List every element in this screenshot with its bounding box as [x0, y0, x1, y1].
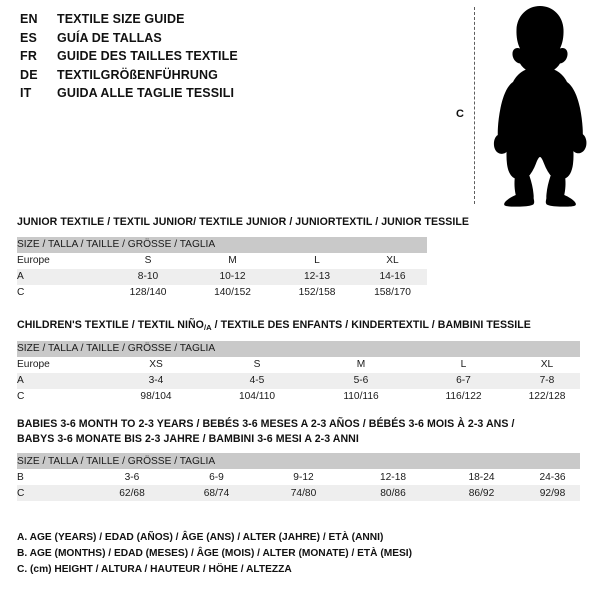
language-row: EN TEXTILE SIZE GUIDE: [20, 12, 420, 31]
row-label: A: [17, 372, 107, 389]
language-title-en: TEXTILE SIZE GUIDE: [57, 12, 185, 26]
section-babies-textile: BABIES 3-6 MONTH TO 2-3 YEARS / BEBÉS 3-…: [17, 417, 580, 501]
table-row: B 3-6 6-9 9-12 12-18 18-24 24-36: [17, 469, 580, 485]
legend-line-c: C. (cm) HEIGHT / ALTURA / HAUTEUR / HÖHE…: [17, 564, 292, 575]
language-code-de: DE: [20, 67, 38, 82]
table-cell: 18-24: [438, 469, 525, 485]
children-size-table: SIZE / TALLA / TAILLE / GRÖSSE / TAGLIA …: [17, 340, 580, 405]
language-row: ES GUÍA DE TALLAS: [20, 31, 420, 50]
section-title-children-pre: CHILDREN'S TEXTILE / TEXTIL NIÑO: [17, 319, 204, 331]
junior-size-table: SIZE / TALLA / TAILLE / GRÖSSE / TAGLIA …: [17, 236, 427, 301]
table-cell: 3-4: [107, 372, 205, 389]
language-title-it: GUIDA ALLE TAGLIE TESSILI: [57, 86, 235, 100]
table-cell: XS: [107, 356, 205, 373]
table-row: C 98/104 104/110 110/116 116/122 122/128: [17, 388, 580, 405]
table-cell: 122/128: [514, 388, 580, 405]
language-code-fr: FR: [20, 49, 38, 63]
table-cell: 12-13: [276, 268, 358, 285]
table-row: C 62/68 68/74 74/80 80/86 86/92 92/98: [17, 485, 580, 501]
section-junior-textile: JUNIOR TEXTILE / TEXTIL JUNIOR/ TEXTILE …: [17, 215, 469, 301]
babies-size-table: SIZE / TALLA / TAILLE / GRÖSSE / TAGLIA …: [17, 453, 580, 501]
table-cell: 80/86: [348, 485, 438, 501]
language-title-de: TEXTILGRÖßENFÜHRUNG: [57, 67, 218, 82]
language-row: FR GUIDE DES TAILLES TEXTILE: [20, 49, 420, 68]
table-cell: 10-12: [189, 268, 276, 285]
table-cell: S: [107, 252, 189, 269]
height-measure-label: C: [456, 108, 464, 120]
table-cell: 104/110: [205, 388, 309, 405]
section-title-junior: JUNIOR TEXTILE / TEXTIL JUNIOR/ TEXTILE …: [17, 216, 470, 228]
table-cell: L: [276, 252, 358, 269]
section-children-textile: CHILDREN'S TEXTILE / TEXTIL NIÑO/A / TEX…: [17, 318, 580, 405]
table-cell: XL: [358, 252, 427, 269]
table-cell: 7-8: [514, 372, 580, 389]
section-title-children: CHILDREN'S TEXTILE / TEXTIL NIÑO/A / TEX…: [17, 318, 580, 334]
row-label: C: [17, 284, 107, 301]
table-row: Europe XS S M L XL: [17, 356, 580, 373]
table-cell: 9-12: [259, 469, 348, 485]
table-cell: 152/158: [276, 284, 358, 301]
table-row: C 128/140 140/152 152/158 158/170: [17, 284, 427, 301]
section-title-children-sub: /A: [203, 323, 212, 332]
section-title-babies-line2: BABYS 3-6 MONATE BIS 2-3 JAHRE / BAMBINI…: [17, 432, 359, 445]
row-label: C: [17, 485, 90, 501]
language-title-es: GUÍA DE TALLAS: [57, 30, 162, 45]
table-cell: 158/170: [358, 284, 427, 301]
language-code-es: ES: [20, 30, 38, 45]
toddler-silhouette-icon: [493, 6, 587, 207]
table-cell: XL: [514, 356, 580, 373]
table-cell: 74/80: [259, 485, 348, 501]
table-cell: S: [205, 356, 309, 373]
table-row: Europe S M L XL: [17, 252, 427, 269]
row-label: Europe: [17, 356, 107, 373]
table-cell: 92/98: [525, 485, 580, 501]
row-label: A: [17, 268, 107, 285]
table-cell: 5-6: [309, 372, 413, 389]
table-band-row: SIZE / TALLA / TAILLE / GRÖSSE / TAGLIA: [17, 340, 580, 357]
row-label: C: [17, 388, 107, 405]
legend-line-b: B. AGE (MONTHS) / EDAD (MESES) / ÂGE (MO…: [17, 548, 413, 559]
table-cell: 4-5: [205, 372, 309, 389]
table-cell: 6-9: [174, 469, 259, 485]
row-label: Europe: [17, 252, 107, 269]
band-label-babies: SIZE / TALLA / TAILLE / GRÖSSE / TAGLIA: [17, 453, 580, 469]
table-cell: 98/104: [107, 388, 205, 405]
table-cell: M: [189, 252, 276, 269]
table-cell: 12-18: [348, 469, 438, 485]
table-cell: 14-16: [358, 268, 427, 285]
table-row: A 8-10 10-12 12-13 14-16: [17, 268, 427, 285]
table-row: A 3-4 4-5 5-6 6-7 7-8: [17, 372, 580, 389]
table-cell: M: [309, 356, 413, 373]
language-title-fr: GUIDE DES TAILLES TEXTILE: [57, 49, 238, 63]
language-row: IT GUIDA ALLE TAGLIE TESSILI: [20, 86, 420, 105]
language-title-block: EN TEXTILE SIZE GUIDE ES GUÍA DE TALLAS …: [20, 12, 420, 105]
table-cell: 140/152: [189, 284, 276, 301]
section-title-babies-line1: BABIES 3-6 MONTH TO 2-3 YEARS / BEBÉS 3-…: [17, 418, 515, 430]
band-label-junior: SIZE / TALLA / TAILLE / GRÖSSE / TAGLIA: [17, 236, 427, 253]
section-title-children-post: / TEXTILE DES ENFANTS / KINDERTEXTIL / B…: [211, 319, 531, 331]
table-cell: 24-36: [525, 469, 580, 485]
table-cell: 110/116: [309, 388, 413, 405]
table-cell: L: [413, 356, 514, 373]
table-band-row: SIZE / TALLA / TAILLE / GRÖSSE / TAGLIA: [17, 453, 580, 469]
height-measurement-figure: C: [440, 4, 595, 209]
table-cell: 116/122: [413, 388, 514, 405]
language-code-en: EN: [20, 12, 38, 26]
measurement-legend: A. AGE (YEARS) / EDAD (AÑOS) / ÂGE (ANS)…: [17, 530, 577, 578]
table-cell: 8-10: [107, 268, 189, 285]
table-cell: 6-7: [413, 372, 514, 389]
table-cell: 62/68: [90, 485, 174, 501]
table-cell: 3-6: [90, 469, 174, 485]
legend-line-a: A. AGE (YEARS) / EDAD (AÑOS) / ÂGE (ANS)…: [17, 532, 384, 543]
language-code-it: IT: [20, 86, 32, 100]
table-band-row: SIZE / TALLA / TAILLE / GRÖSSE / TAGLIA: [17, 236, 427, 253]
table-cell: 128/140: [107, 284, 189, 301]
row-label: B: [17, 469, 90, 485]
table-cell: 68/74: [174, 485, 259, 501]
band-label-children: SIZE / TALLA / TAILLE / GRÖSSE / TAGLIA: [17, 340, 580, 357]
table-cell: 86/92: [438, 485, 525, 501]
height-dashed-line: [474, 7, 475, 204]
language-row: DE TEXTILGRÖßENFÜHRUNG: [20, 68, 420, 87]
